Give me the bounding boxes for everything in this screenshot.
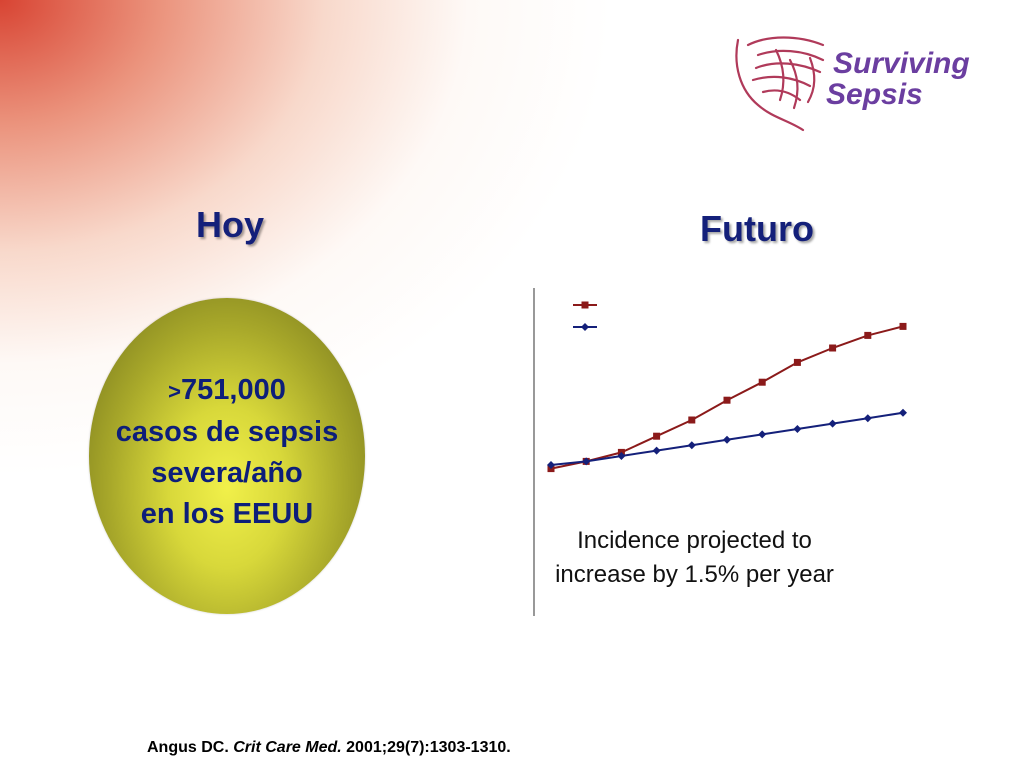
caption-line-1: Incidence projected to <box>577 527 812 554</box>
legend-marker-0 <box>581 301 589 309</box>
series-0-point-9 <box>864 331 872 339</box>
surviving-sepsis-logo: Surviving Sepsis <box>728 30 1008 140</box>
heading-futuro: Futuro <box>700 208 814 249</box>
series-1-point-0 <box>547 461 555 469</box>
series-1-point-9 <box>863 414 872 423</box>
stat-line-1: >751,000 <box>89 370 365 412</box>
stat-line-2: casos de sepsis <box>115 416 339 448</box>
series-0-point-5 <box>723 396 731 404</box>
stat-prefix: > <box>168 379 182 404</box>
hands-icon <box>735 36 825 132</box>
logo-line-2: Sepsis <box>826 78 923 111</box>
series-1-point-6 <box>758 430 767 439</box>
incidence-line-chart <box>533 288 907 616</box>
series-0-point-7 <box>793 358 801 366</box>
series-1-point-5 <box>723 435 731 444</box>
stat-line-4: en los EEUU <box>140 498 314 530</box>
citation: Angus DC. Crit Care Med. 2001;29(7):1303… <box>147 739 511 757</box>
stat-number: 751,000 <box>181 374 286 406</box>
chart-caption: Incidence projected to increase by 1.5% … <box>522 524 867 592</box>
series-1-point-4 <box>687 441 696 450</box>
series-0-point-3 <box>653 432 661 440</box>
series-1-point-8 <box>828 419 837 428</box>
series-layer <box>547 322 907 473</box>
series-1-point-3 <box>652 446 661 455</box>
series-0-point-6 <box>758 378 766 386</box>
series-0-point-10 <box>899 322 907 330</box>
series-1-point-2 <box>617 452 626 460</box>
legend-marker-1 <box>581 323 589 331</box>
citation-journal: Crit Care Med. <box>233 739 342 756</box>
citation-author: Angus DC. <box>147 739 229 756</box>
series-1-point-1 <box>582 457 591 466</box>
logo-line-1: Surviving <box>833 47 970 80</box>
series-1-point-10 <box>899 408 907 417</box>
caption-line-2: increase by 1.5% per year <box>555 561 834 588</box>
citation-details: 2001;29(7):1303-1310. <box>346 739 511 756</box>
series-0-point-8 <box>829 344 837 352</box>
heading-hoy: Hoy <box>196 204 265 245</box>
series-0-point-4 <box>688 416 696 424</box>
series-1-point-7 <box>793 425 802 433</box>
logo-text: Surviving Sepsis <box>826 47 970 110</box>
stat-ellipse <box>89 298 365 614</box>
chart-legend <box>573 301 597 331</box>
stat-text: >751,000 casos de sepsis severa/año en l… <box>89 370 365 535</box>
stat-line-3: severa/año <box>151 457 303 489</box>
